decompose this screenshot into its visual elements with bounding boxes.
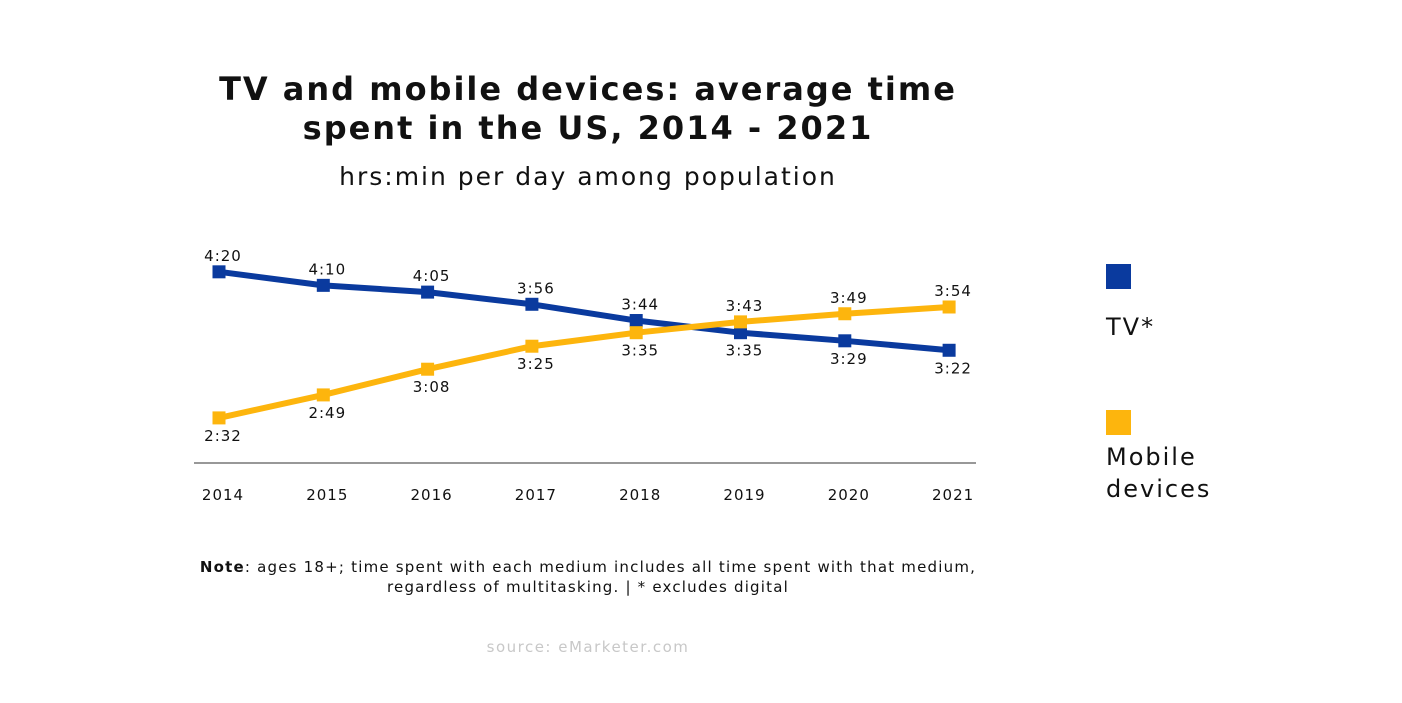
data-label-tv-2019: 3:35: [726, 342, 764, 360]
chart-title: TV and mobile devices: average time spen…: [219, 70, 957, 147]
point-tv-2021: [942, 343, 956, 357]
x-tick-label-2016: 2016: [411, 486, 453, 504]
data-label-tv-2014: 4:20: [204, 247, 242, 265]
data-label-mobile-2014: 2:32: [204, 427, 242, 445]
x-tick-label-2018: 2018: [619, 486, 661, 504]
point-mobile-2014: [212, 411, 226, 425]
x-tick-label-2021: 2021: [932, 486, 974, 504]
point-mobile-2016: [421, 362, 435, 376]
point-mobile-2015: [316, 388, 330, 402]
x-tick-label-2015: 2015: [306, 486, 348, 504]
data-label-tv-2017: 3:56: [517, 279, 555, 297]
data-label-mobile-2017: 3:25: [517, 355, 555, 373]
data-label-tv-2016: 4:05: [413, 267, 451, 285]
point-mobile-2018: [629, 326, 643, 340]
chart-subtitle: hrs:min per day among population: [339, 162, 837, 191]
point-tv-2014: [212, 265, 226, 279]
x-tick-label-2017: 2017: [515, 486, 557, 504]
series-line-mobile: [218, 303, 950, 421]
legend-swatch-mobile: [1106, 410, 1131, 435]
legend-swatch-tv: [1106, 264, 1131, 289]
point-mobile-2021: [942, 300, 956, 314]
data-label-mobile-2019: 3:43: [726, 297, 764, 315]
data-label-mobile-2016: 3:08: [413, 378, 451, 396]
data-label-tv-2015: 4:10: [308, 260, 346, 278]
x-tick-label-2019: 2019: [723, 486, 765, 504]
point-mobile-2017: [525, 339, 539, 353]
data-label-tv-2018: 3:44: [621, 296, 659, 314]
data-label-mobile-2020: 3:49: [830, 289, 868, 307]
point-tv-2015: [316, 278, 330, 292]
data-label-mobile-2021: 3:54: [934, 282, 972, 300]
point-tv-2020: [838, 334, 852, 348]
data-label-tv-2020: 3:29: [830, 350, 868, 368]
note-text: : ages 18+; time spent with each medium …: [244, 558, 977, 596]
point-tv-2019: [734, 326, 747, 340]
point-tv-2017: [525, 297, 539, 311]
source-credit: source: eMarketer.com: [486, 638, 690, 656]
legend-label-mobile: Mobile devices: [1106, 443, 1212, 503]
data-label-tv-2021: 3:22: [934, 359, 972, 377]
chart-note: Note: ages 18+; time spent with each med…: [188, 557, 988, 597]
note-label: Note: [199, 558, 245, 576]
legend-label-tv: TV*: [1106, 313, 1156, 341]
series-line-tv: [218, 268, 950, 354]
x-tick-label-2014: 2014: [202, 486, 244, 504]
point-tv-2016: [421, 285, 435, 299]
data-label-mobile-2018: 3:35: [621, 342, 659, 360]
point-mobile-2019: [734, 315, 747, 329]
data-label-mobile-2015: 2:49: [308, 404, 346, 422]
point-mobile-2020: [838, 307, 852, 321]
x-tick-label-2020: 2020: [828, 486, 870, 504]
point-tv-2018: [629, 314, 643, 328]
